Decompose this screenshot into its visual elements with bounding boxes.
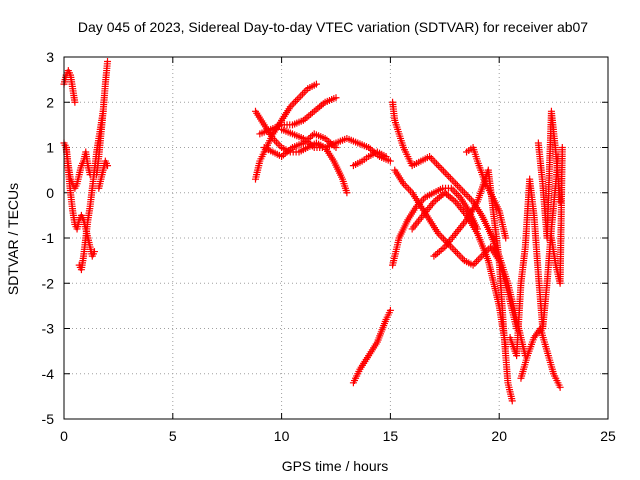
data-marker: [433, 160, 441, 168]
data-point: [104, 162, 112, 170]
data-point: [508, 397, 516, 405]
y-tick-label: 0: [46, 185, 54, 201]
data-marker: [293, 96, 301, 104]
data-point: [434, 162, 442, 170]
data-marker: [292, 97, 300, 105]
data-point: [90, 248, 98, 256]
data-marker: [450, 246, 458, 254]
data-marker: [464, 192, 472, 200]
data-point: [295, 94, 303, 102]
y-tick-label: 3: [46, 49, 54, 65]
data-point: [386, 157, 394, 165]
data-marker: [457, 253, 465, 261]
data-marker: [462, 191, 470, 199]
data-marker: [439, 167, 447, 175]
x-tick-label: 20: [491, 428, 507, 444]
x-tick-label: 25: [600, 428, 616, 444]
data-marker: [439, 235, 447, 243]
data-marker: [274, 140, 282, 148]
data-marker: [466, 194, 474, 202]
data-point: [460, 189, 468, 197]
x-tick-label: 10: [274, 428, 290, 444]
data-marker: [449, 186, 457, 194]
data-marker: [471, 259, 479, 267]
data-marker: [300, 88, 308, 96]
data-marker: [453, 182, 461, 190]
data-point: [502, 234, 510, 242]
data-point: [104, 58, 112, 66]
data-point: [343, 189, 351, 197]
y-tick-label: 1: [46, 140, 54, 156]
y-tick-label: -1: [42, 230, 55, 246]
data-point: [452, 248, 460, 256]
data-marker: [298, 90, 306, 98]
data-marker: [451, 188, 459, 196]
x-tick-label: 0: [60, 428, 68, 444]
chart-title: Day 045 of 2023, Sidereal Day-to-day VTE…: [78, 19, 588, 35]
data-marker: [441, 169, 449, 177]
x-tick-label: 5: [169, 428, 177, 444]
data-point: [443, 171, 451, 179]
data-point: [386, 306, 394, 314]
data-marker: [438, 165, 446, 173]
data-point: [556, 198, 564, 206]
data-marker: [431, 158, 439, 166]
data-marker: [457, 185, 465, 193]
data-point: [558, 144, 566, 151]
data-marker: [453, 249, 461, 257]
y-tick-label: -2: [42, 275, 55, 291]
data-marker: [450, 178, 458, 186]
data-marker: [455, 251, 463, 259]
data-marker: [427, 154, 435, 162]
y-tick-label: -3: [42, 321, 55, 337]
y-tick-label: 2: [46, 94, 54, 110]
data-point: [556, 383, 564, 391]
data-marker: [476, 254, 484, 262]
data-marker: [446, 174, 454, 182]
x-axis-title: GPS time / hours: [282, 458, 389, 474]
data-point: [382, 153, 390, 161]
data-marker: [436, 163, 444, 171]
data-marker: [453, 190, 461, 198]
plot-frame: [63, 56, 609, 420]
data-marker: [459, 187, 467, 195]
data-point: [332, 94, 340, 102]
x-tick-label: 15: [383, 428, 399, 444]
y-tick-label: -5: [42, 411, 55, 427]
data-markers: [60, 58, 566, 405]
y-tick-labels: 3 2 1 0 -1 -2 -3 -4 -5: [42, 49, 55, 427]
data-marker: [403, 183, 411, 191]
data-marker: [438, 233, 446, 241]
data-point: [312, 80, 320, 88]
data-marker: [445, 172, 453, 180]
data-marker: [290, 99, 298, 107]
y-tick-label: -4: [42, 366, 55, 382]
x-tick-labels: 0 5 10 15 20 25: [60, 428, 616, 444]
data-marker: [405, 185, 413, 193]
data-marker: [455, 183, 463, 191]
data-marker: [448, 176, 456, 184]
data-marker: [297, 92, 305, 100]
data-point: [71, 98, 79, 106]
data-point: [452, 180, 460, 188]
y-axis-title: SDTVAR / TECUs: [5, 183, 21, 295]
data-marker: [474, 256, 482, 264]
data-marker: [272, 138, 280, 146]
